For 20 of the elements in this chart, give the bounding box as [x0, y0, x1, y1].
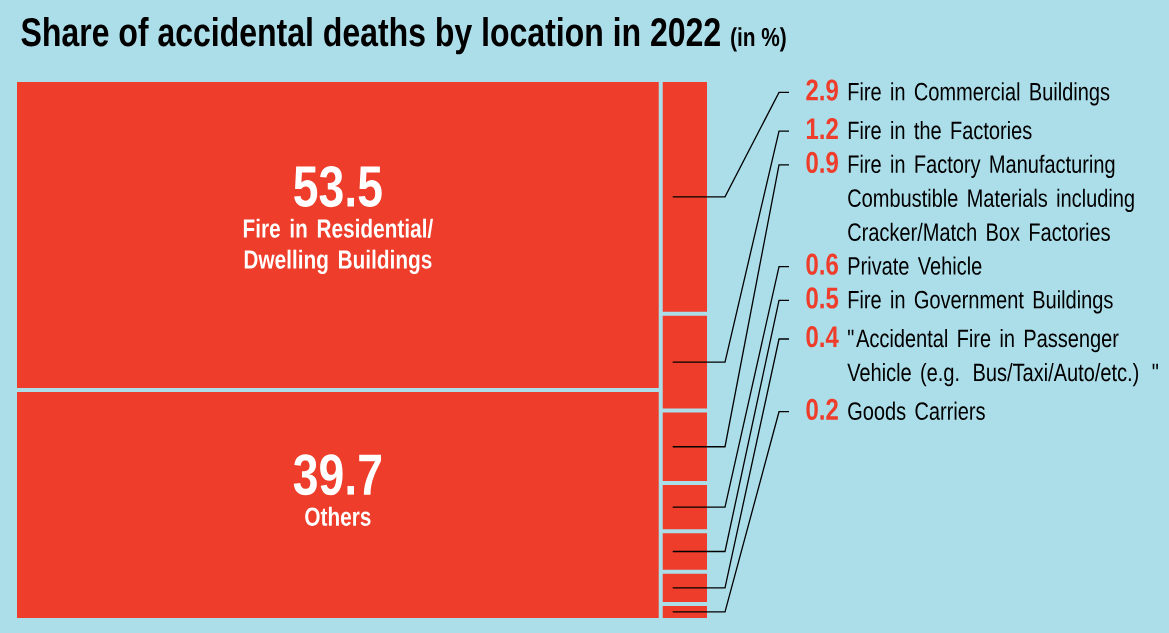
category-label: Goods Carriers: [848, 401, 985, 420]
data-label: 2.9: [806, 79, 838, 101]
data-label: 53.5: [294, 166, 382, 208]
category-label: Others: [305, 506, 371, 526]
data-label: 0.5: [806, 287, 839, 309]
text: (in %): [731, 27, 786, 52]
category-label: Fire in Residential/ Dwelling Buildings: [243, 218, 434, 274]
data-label: 1.2: [806, 118, 838, 140]
category-label: "Accidental Fire in Passenger Vehicle (e.g. Bus/Taxi/Auto/etc.) ": [847, 328, 1159, 387]
category-label: Fire in Commercial Buildings: [848, 82, 1110, 106]
data-label: 0.6: [806, 253, 838, 275]
category-label: Private Vehicle: [848, 256, 982, 275]
data-label: 39.7: [293, 454, 381, 496]
category-label: Fire in Government Buildings: [848, 290, 1113, 314]
data-label: 0.9: [806, 151, 838, 174]
data-label: 0.2: [806, 398, 838, 421]
text: Share of accidental deaths by location in 2022: [21, 17, 720, 55]
category-label: Fire in Factory Manufacturing Combustible Materials including Cracker/Match Box Factories: [848, 154, 1134, 242]
data-label: 0.4: [806, 326, 839, 348]
category-label: Fire in the Factories: [848, 120, 1032, 140]
